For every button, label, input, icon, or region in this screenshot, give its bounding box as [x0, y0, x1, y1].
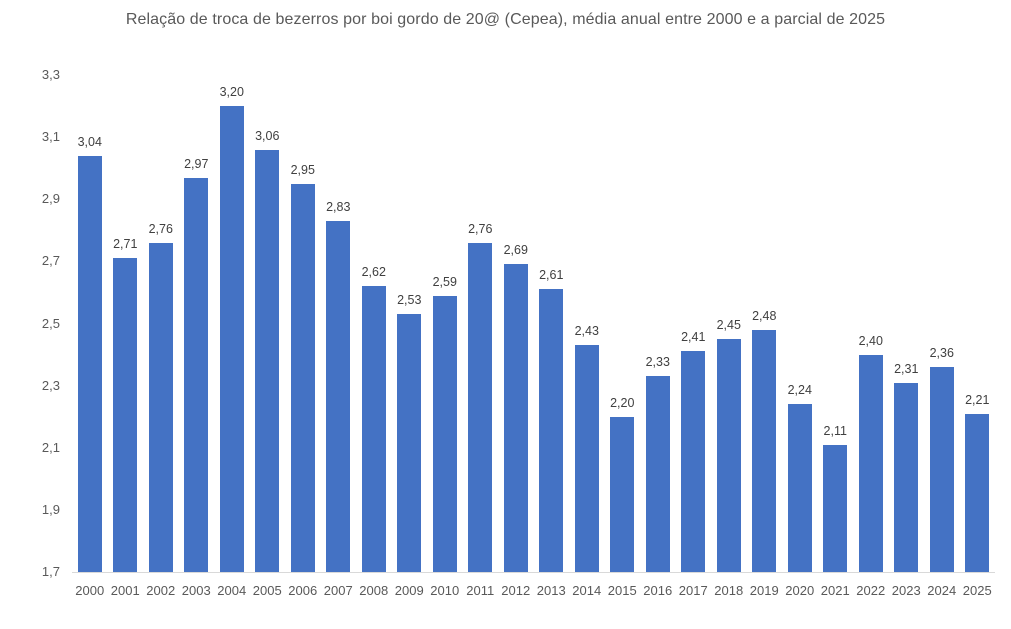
x-tick-label: 2023 — [891, 583, 921, 598]
y-tick-label: 1,9 — [41, 501, 60, 517]
x-tick-label: 2004 — [217, 583, 247, 598]
bar-2024 — [929, 366, 954, 572]
x-tick-label: 2016 — [643, 583, 673, 598]
bar-2003 — [184, 177, 209, 572]
bar-2001 — [113, 258, 138, 572]
x-tick-label: 2020 — [785, 583, 815, 598]
y-tick-label: 2,5 — [41, 315, 60, 331]
data-label: 2,97 — [184, 156, 209, 171]
x-tick-label: 2011 — [466, 583, 495, 598]
data-label: 2,11 — [823, 423, 847, 438]
data-label: 2,59 — [432, 274, 457, 289]
bar-2007 — [326, 220, 351, 572]
y-tick-label: 2,3 — [41, 377, 60, 393]
data-label: 2,71 — [113, 237, 138, 252]
data-label: 2,62 — [361, 265, 386, 280]
bar-2019 — [752, 329, 777, 572]
x-tick-label: 2001 — [110, 583, 140, 598]
data-label: 2,69 — [503, 243, 528, 258]
bar-2012 — [503, 264, 528, 572]
data-label: 2,41 — [681, 330, 706, 345]
x-tick-label: 2013 — [536, 583, 566, 598]
x-tick-label: 2000 — [75, 583, 105, 598]
bar-2011 — [468, 242, 493, 572]
x-tick-label: 2006 — [288, 583, 318, 598]
bar-2006 — [290, 183, 315, 572]
data-label: 2,76 — [468, 221, 493, 236]
data-label: 2,21 — [965, 392, 990, 407]
data-label: 3,20 — [219, 85, 244, 100]
data-label: 2,20 — [610, 395, 635, 410]
data-label: 2,36 — [929, 345, 954, 360]
bar-2016 — [645, 376, 670, 572]
bar-2015 — [610, 416, 635, 572]
x-tick-label: 2024 — [927, 583, 957, 598]
bar-2008 — [361, 286, 386, 572]
x-tick-label: 2009 — [394, 583, 424, 598]
bar-2022 — [858, 354, 883, 572]
y-tick-label: 3,3 — [41, 67, 60, 82]
data-label: 2,24 — [787, 383, 812, 398]
y-tick-label: 2,1 — [41, 439, 60, 455]
chart-title: Relação de troca de bezerros por boi gor… — [125, 11, 886, 28]
y-tick-label: 1,7 — [41, 564, 60, 579]
x-tick-label: 2017 — [678, 583, 708, 598]
data-label: 2,33 — [645, 355, 670, 370]
x-tick-label: 2019 — [749, 583, 779, 598]
data-label: 2,61 — [539, 268, 564, 283]
x-tick-label: 2021 — [820, 583, 850, 598]
data-label: 2,83 — [326, 199, 351, 214]
data-label: 3,04 — [77, 134, 102, 149]
data-label: 2,53 — [397, 293, 422, 308]
data-label: 3,06 — [255, 128, 280, 143]
bar-2004 — [219, 106, 244, 572]
x-tick-label: 2003 — [181, 583, 211, 598]
x-tick-label: 2018 — [714, 583, 744, 598]
data-label: 2,31 — [894, 361, 919, 376]
y-tick-label: 2,9 — [41, 191, 60, 207]
bar-2010 — [432, 295, 457, 572]
bar-2018 — [716, 339, 741, 572]
data-label: 2,95 — [290, 162, 315, 177]
bar-2017 — [681, 351, 706, 572]
x-tick-label: 2014 — [572, 583, 602, 598]
bar-2014 — [574, 345, 599, 572]
y-tick-label: 2,7 — [41, 253, 60, 269]
bar-2013 — [539, 289, 564, 572]
data-label: 2,48 — [752, 308, 777, 323]
x-tick-label: 2010 — [430, 583, 460, 598]
x-tick-label: 2002 — [146, 583, 176, 598]
bar-2000 — [77, 155, 102, 572]
y-tick-label: 3,1 — [41, 129, 60, 145]
bar-2021 — [823, 444, 848, 572]
bar-2020 — [787, 404, 812, 572]
x-tick-label: 2012 — [501, 583, 531, 598]
x-tick-label: 2008 — [359, 583, 389, 598]
data-label: 2,76 — [148, 221, 173, 236]
bar-2002 — [148, 242, 173, 572]
data-label: 2,40 — [858, 333, 883, 348]
x-tick-label: 2015 — [607, 583, 637, 598]
data-label: 2,43 — [574, 324, 599, 339]
x-tick-label: 2005 — [252, 583, 282, 598]
x-tick-label: 2025 — [962, 583, 992, 598]
bar-2023 — [894, 382, 919, 572]
bar-2009 — [397, 314, 422, 572]
x-tick-label: 2022 — [856, 583, 886, 598]
x-tick-label: 2007 — [323, 583, 353, 598]
x-axis-line — [72, 572, 995, 573]
bar-2005 — [255, 149, 280, 572]
data-label: 2,45 — [716, 318, 741, 333]
bar-2025 — [965, 413, 990, 572]
